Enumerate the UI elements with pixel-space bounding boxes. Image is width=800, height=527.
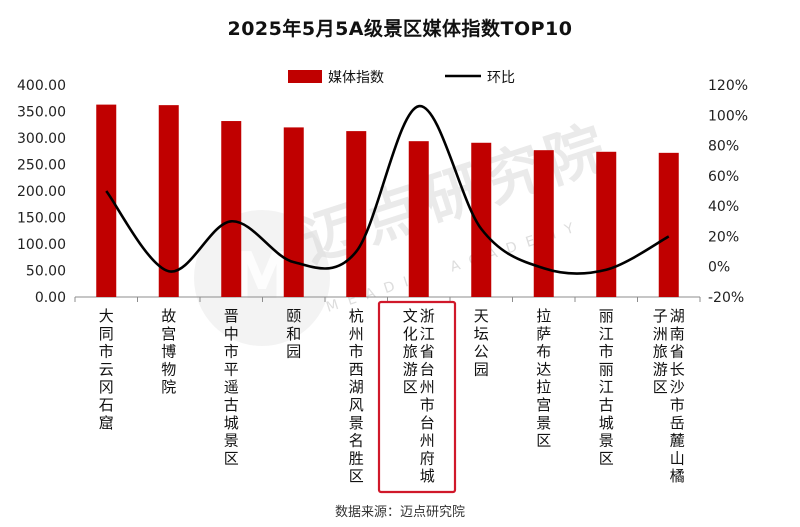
category-label: 丽江市丽江古城景区 [599,307,614,467]
category-label: 晋中市平遥古城景区 [224,307,239,467]
y-right-tick-label: 20% [708,229,739,245]
axes: 0.00 50.00 100.00 150.00 200.00 250.00 300.00 3… [17,78,748,306]
svg-text:大同市云冈石窟: 大同市云冈石窟 [99,307,114,432]
bar [283,127,304,298]
line-series [105,104,670,275]
category-labels: 大同市云冈石窟 故宫博物院 晋中市平遥古城景区 颐和园 杭州市西湖风景名胜区 浙江省台州市… [99,300,685,494]
y-right-tick-label: -20% [708,290,744,306]
y-left-tick-label: 300.00 [17,131,66,147]
legend-swatch-bar [288,70,322,83]
y-left-tick-label: 100.00 [17,237,66,253]
legend-label-bar: 媒体指数 [328,70,384,86]
svg-text:文化旅游区: 文化旅游区 [403,307,418,396]
category-label: 颐和园 [286,307,301,361]
svg-text:湖南省长沙市岳麓山橘: 湖南省长沙市岳麓山橘 [670,307,685,485]
svg-text:颐和园: 颐和园 [286,307,301,361]
y-left-tick-label: 0.00 [35,290,66,306]
legend-label-line: 环比 [487,70,515,86]
svg-text:浙江省台州市台州府城: 浙江省台州市台州府城 [420,307,435,485]
category-label: 杭州市西湖风景名胜区 [349,307,364,485]
legend: 媒体指数 环比 [288,70,515,86]
svg-text:杭州市西湖风景名胜区: 杭州市西湖风景名胜区 [349,307,364,485]
bar [96,104,117,297]
category-label: 大同市云冈石窟 [99,307,114,432]
bar [533,150,554,297]
svg-text:晋中市平遥古城景区: 晋中市平遥古城景区 [224,307,239,467]
bar [158,105,179,297]
category-label: 天坛公园 [474,307,489,378]
bar [471,142,492,297]
y-left-tick-label: 150.00 [17,211,66,227]
y-right-tick-label: 0% [708,260,730,276]
highlight-box [377,300,457,494]
svg-text:故宫博物院: 故宫博物院 [161,307,176,396]
data-source: 数据来源：迈点研究院 [334,505,465,520]
y-right-tick-label: 100% [708,108,748,124]
y-right-tick-label: 120% [708,78,748,94]
bar [658,152,679,297]
y-left-tick-label: 50.00 [26,264,66,280]
y-right-tick-label: 40% [708,199,739,215]
y-right-tick-label: 60% [708,169,739,185]
svg-text:拉萨布达拉宫景区: 拉萨布达拉宫景区 [536,307,551,450]
line-series-path [105,104,670,275]
category-label: 故宫博物院 [161,307,176,396]
y-left-tick-label: 250.00 [17,158,66,174]
chart-title: 2025年5月5A级景区媒体指数TOP10 [227,18,573,40]
category-label: 拉萨布达拉宫景区 [536,307,551,450]
bar [346,131,367,297]
bar [596,151,617,297]
watermark-text: 迈点研究院 [293,112,618,276]
svg-text:天坛公园: 天坛公园 [474,307,489,378]
svg-text:子洲旅游区: 子洲旅游区 [653,307,668,396]
y-left-tick-label: 400.00 [17,78,66,94]
y-right-tick-label: 80% [708,139,739,155]
bar [221,121,242,297]
y-left-tick-label: 350.00 [17,105,66,121]
bar [408,141,429,297]
svg-text:丽江市丽江古城景区: 丽江市丽江古城景区 [599,307,614,467]
y-left-tick-label: 200.00 [17,184,66,200]
